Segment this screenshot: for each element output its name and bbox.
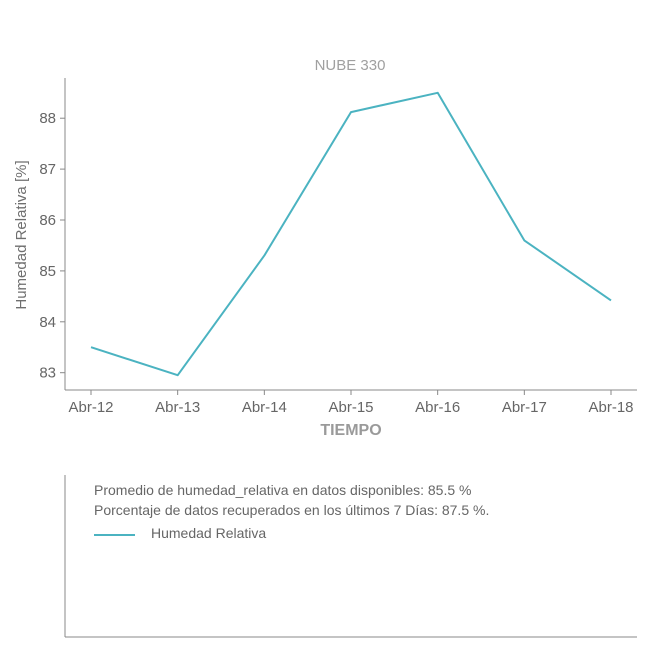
- y-tick-label: 85: [39, 263, 56, 280]
- y-axis-title: Humedad Relativa [%]: [13, 160, 30, 309]
- y-axis-ticks: 83 84 85 86 87 88: [39, 110, 65, 382]
- series-line-humedad-relativa: [90, 91, 612, 377]
- x-tick-label: Abr-13: [155, 399, 200, 416]
- y-tick-label: 88: [39, 110, 56, 127]
- x-tick-label: Abr-12: [68, 399, 113, 416]
- y-tick-label: 86: [39, 212, 56, 229]
- x-axis-ticks: Abr-12 Abr-13 Abr-14 Abr-15 Abr-16 Abr-17 Abr-…: [68, 390, 634, 416]
- y-tick-label: 87: [39, 161, 56, 178]
- chart-title: NUBE 330: [315, 57, 386, 74]
- x-tick-label: Abr-16: [415, 399, 460, 416]
- y-tick-label: 83: [39, 365, 56, 382]
- y-tick-label: 84: [39, 314, 56, 331]
- x-tick-label: Abr-15: [328, 399, 373, 416]
- x-tick-label: Abr-18: [588, 399, 633, 416]
- x-axis-title: TIEMPO: [320, 422, 381, 439]
- x-tick-label: Abr-14: [242, 399, 287, 416]
- x-tick-label: Abr-17: [502, 399, 547, 416]
- average-text: Promedio de humedad_relativa en datos di…: [94, 482, 471, 498]
- percentage-text: Porcentaje de datos recuperados en los ú…: [94, 502, 489, 518]
- legend-label: Humedad Relativa: [151, 525, 266, 541]
